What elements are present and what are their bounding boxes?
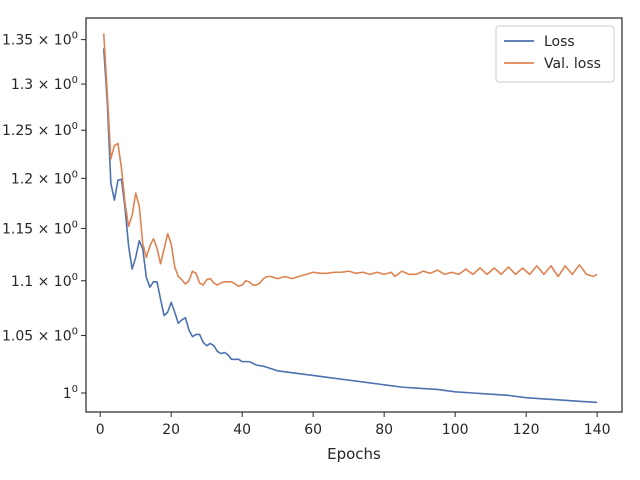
legend-label: Val. loss <box>544 56 601 72</box>
y-tick-label: 1.35 × 100 <box>2 31 78 49</box>
legend: Loss Val. loss <box>495 25 615 83</box>
y-tick-label: 1.25 × 100 <box>2 121 78 139</box>
y-tick-label: 1.1 × 100 <box>11 272 78 290</box>
series-line-loss <box>102 48 598 404</box>
x-tick-label: 20 <box>162 422 180 438</box>
x-tick-label: 0 <box>96 422 105 438</box>
x-axis: 0 20 40 60 80 100 120 140 <box>96 412 611 438</box>
series-layer <box>102 33 598 404</box>
y-axis: 10 1.05 × 100 1.1 × 100 1.15 × 100 1.2 × 100… <box>2 31 86 402</box>
x-tick-label: 120 <box>513 422 540 438</box>
y-tick-label: 1.15 × 100 <box>2 219 78 237</box>
y-tick-label: 1.05 × 100 <box>2 327 78 345</box>
plot-frame <box>85 17 623 413</box>
x-tick-label: 100 <box>442 422 469 438</box>
plot-area <box>86 18 622 412</box>
x-axis-label: Epochs <box>327 445 381 463</box>
x-tick-label: 60 <box>304 422 322 438</box>
y-tick-label: 1.3 × 100 <box>11 75 78 93</box>
y-tick-label: 10 <box>63 384 78 402</box>
x-tick-label: 40 <box>233 422 251 438</box>
y-tick-label: 1.2 × 100 <box>11 169 78 187</box>
legend-label: Loss <box>544 34 575 50</box>
legend-box <box>495 25 615 83</box>
series-line-val-loss <box>102 33 598 287</box>
x-tick-label: 140 <box>584 422 611 438</box>
x-tick-label: 80 <box>375 422 393 438</box>
